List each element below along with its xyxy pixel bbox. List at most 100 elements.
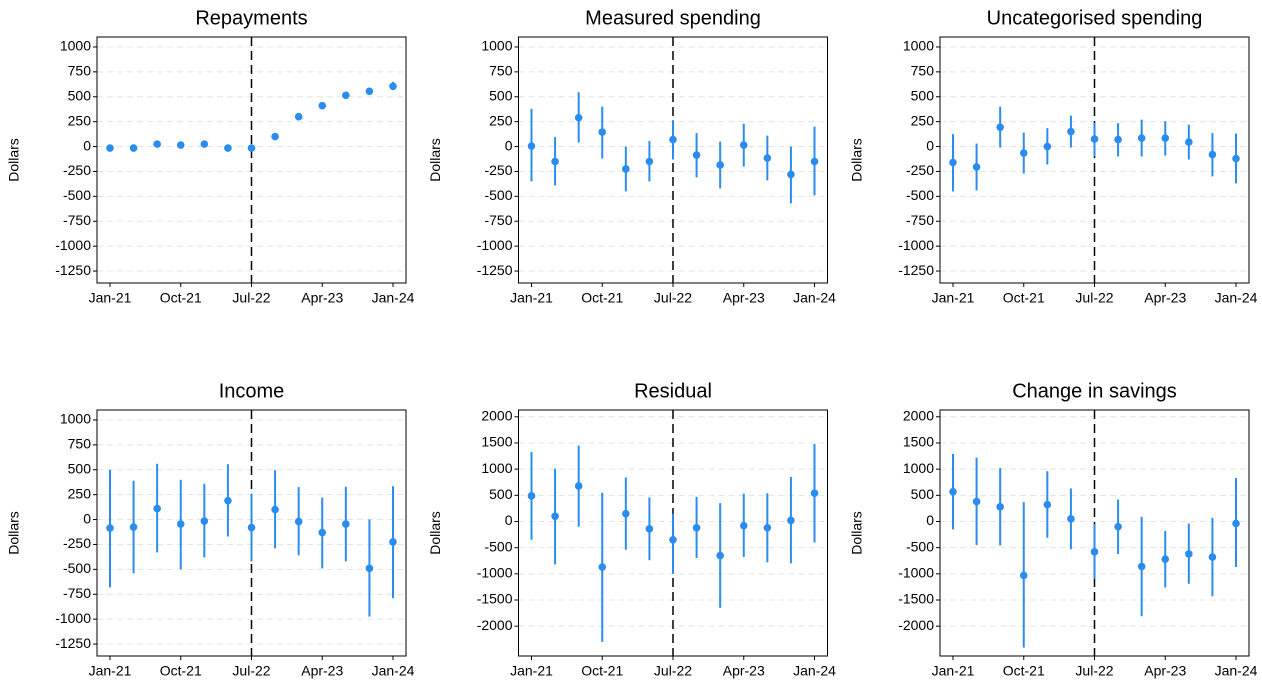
y-tick-label: -500 bbox=[906, 538, 934, 554]
y-tick-label: 250 bbox=[911, 112, 935, 128]
point bbox=[1114, 522, 1122, 531]
point bbox=[176, 520, 185, 528]
point bbox=[574, 482, 583, 490]
y-tick-label: -2000 bbox=[477, 617, 513, 633]
y-tick-label: 250 bbox=[68, 112, 92, 128]
plot-frame bbox=[96, 409, 407, 657]
y-tick-label: -1500 bbox=[898, 591, 934, 607]
y-tick-label: -1000 bbox=[477, 565, 513, 581]
y-tick-label: -250 bbox=[906, 162, 934, 178]
panel-title: Uncategorised spending bbox=[987, 7, 1203, 29]
y-axis-label: Dollars bbox=[6, 138, 22, 182]
point bbox=[1232, 154, 1240, 163]
point bbox=[1019, 571, 1028, 580]
y-tick-label: 500 bbox=[68, 460, 92, 476]
y-tick-label: -250 bbox=[63, 535, 91, 551]
point bbox=[106, 524, 114, 532]
point bbox=[669, 135, 677, 144]
point bbox=[1090, 548, 1099, 556]
y-tick-label: 0 bbox=[83, 510, 91, 526]
y-tick-label: -500 bbox=[63, 187, 91, 203]
y-tick-label: -750 bbox=[906, 212, 934, 228]
y-tick-label: -250 bbox=[484, 162, 512, 178]
point bbox=[247, 523, 256, 532]
point bbox=[294, 517, 303, 526]
x-tick-label: Jul-22 bbox=[654, 663, 692, 679]
point bbox=[527, 142, 536, 150]
y-tick-label: -500 bbox=[63, 560, 91, 576]
x-tick-label: Jul-22 bbox=[232, 290, 270, 306]
point bbox=[645, 157, 654, 166]
y-tick-label: 1500 bbox=[903, 434, 934, 450]
point bbox=[692, 523, 701, 532]
x-tick-label: Jan-24 bbox=[793, 290, 836, 306]
x-tick-label: Jan-24 bbox=[1215, 663, 1258, 679]
y-tick-label: 250 bbox=[489, 112, 513, 128]
y-tick-label: 500 bbox=[911, 486, 935, 502]
y-tick-label: 2000 bbox=[481, 408, 512, 424]
point bbox=[949, 158, 957, 167]
x-tick-label: Jan-21 bbox=[932, 663, 975, 679]
plot-frame bbox=[96, 36, 407, 284]
x-tick-label: Apr-23 bbox=[723, 663, 765, 679]
point bbox=[365, 564, 374, 573]
x-tick-label: Oct-21 bbox=[581, 290, 623, 306]
x-tick-label: Jul-22 bbox=[1075, 663, 1113, 679]
x-tick-label: Jan-21 bbox=[89, 290, 132, 306]
point bbox=[739, 141, 748, 149]
point bbox=[1043, 500, 1052, 509]
y-tick-label: -1500 bbox=[477, 591, 513, 607]
y-tick-label: -500 bbox=[906, 187, 934, 203]
y-tick-label: -750 bbox=[63, 212, 91, 228]
point bbox=[129, 144, 138, 152]
point bbox=[1137, 562, 1146, 571]
y-tick-label: -250 bbox=[63, 162, 91, 178]
point bbox=[106, 144, 114, 152]
y-axis-label: Dollars bbox=[427, 138, 443, 182]
point bbox=[645, 525, 654, 533]
point bbox=[389, 82, 397, 91]
x-tick-label: Jan-24 bbox=[372, 290, 415, 306]
point bbox=[551, 512, 559, 521]
y-tick-label: 500 bbox=[68, 87, 92, 103]
point bbox=[527, 492, 536, 500]
point bbox=[1185, 138, 1193, 146]
y-tick-label: 250 bbox=[68, 485, 92, 501]
point bbox=[294, 112, 303, 121]
y-tick-label: -1000 bbox=[898, 237, 934, 253]
point bbox=[342, 520, 350, 528]
x-tick-label: Apr-23 bbox=[1144, 290, 1186, 306]
y-axis-label: Dollars bbox=[849, 511, 865, 555]
y-tick-label: -1000 bbox=[898, 565, 934, 581]
y-tick-label: -750 bbox=[484, 212, 512, 228]
point bbox=[1137, 134, 1146, 142]
y-tick-label: 1000 bbox=[903, 38, 934, 54]
point bbox=[176, 141, 185, 149]
x-tick-label: Oct-21 bbox=[160, 290, 202, 306]
x-tick-label: Jan-21 bbox=[510, 290, 553, 306]
point bbox=[763, 523, 772, 532]
panel-title: Residual bbox=[634, 380, 712, 402]
point bbox=[996, 503, 1004, 511]
panel-title: Income bbox=[219, 380, 285, 402]
point bbox=[247, 144, 256, 152]
point bbox=[1161, 555, 1170, 563]
x-tick-label: Apr-23 bbox=[1144, 663, 1186, 679]
y-tick-label: 1500 bbox=[481, 434, 512, 450]
x-tick-label: Apr-23 bbox=[723, 290, 765, 306]
x-tick-label: Oct-21 bbox=[581, 663, 623, 679]
x-tick-label: Jul-22 bbox=[232, 663, 270, 679]
point bbox=[622, 165, 630, 173]
x-tick-label: Jul-22 bbox=[654, 290, 692, 306]
point bbox=[949, 487, 957, 496]
y-tick-label: 1000 bbox=[60, 411, 91, 427]
y-tick-label: 500 bbox=[489, 486, 513, 502]
y-tick-label: -1250 bbox=[55, 262, 91, 278]
y-tick-label: -500 bbox=[484, 538, 512, 554]
x-tick-label: Jan-21 bbox=[89, 663, 132, 679]
plot-frame bbox=[518, 36, 828, 284]
point bbox=[598, 563, 607, 571]
y-tick-label: 1000 bbox=[903, 460, 934, 476]
point bbox=[1067, 127, 1075, 136]
